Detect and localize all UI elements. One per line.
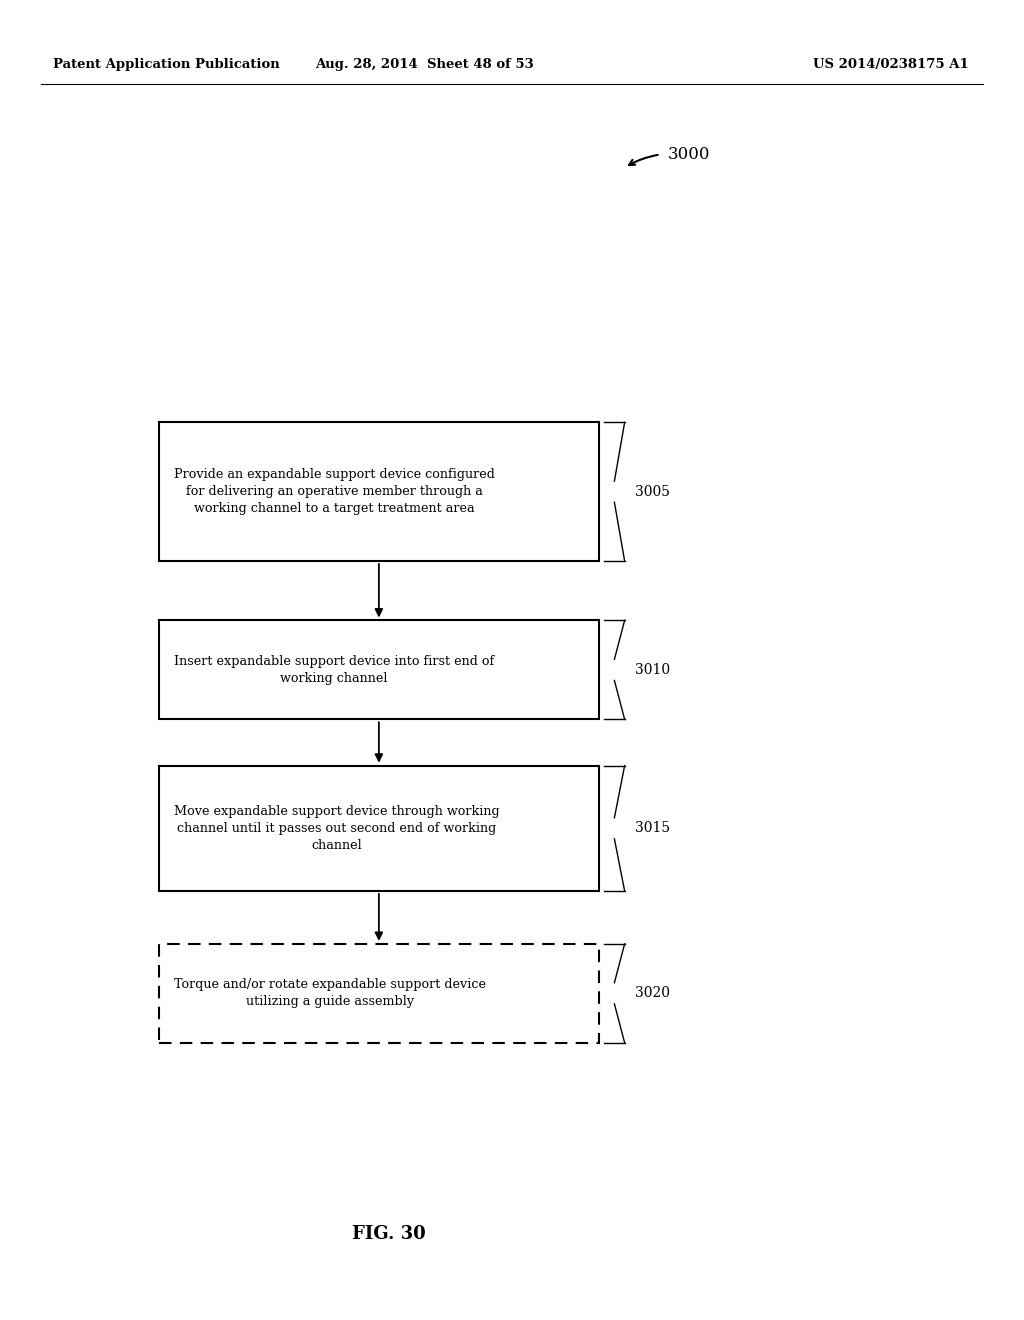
Bar (159, 944, 599, 1043)
Text: Provide an expandable support device configured
for delivering an operative memb: Provide an expandable support device con… (174, 469, 495, 515)
Text: Aug. 28, 2014  Sheet 48 of 53: Aug. 28, 2014 Sheet 48 of 53 (315, 58, 535, 71)
Text: 3000: 3000 (668, 147, 711, 162)
Bar (159, 422, 599, 561)
Text: 3020: 3020 (635, 986, 670, 1001)
Text: US 2014/0238175 A1: US 2014/0238175 A1 (813, 58, 969, 71)
Text: Patent Application Publication: Patent Application Publication (53, 58, 280, 71)
Text: 3015: 3015 (635, 821, 670, 836)
Text: Move expandable support device through working
channel until it passes out secon: Move expandable support device through w… (174, 805, 500, 851)
Bar (159, 620, 599, 719)
Text: FIG. 30: FIG. 30 (352, 1225, 426, 1243)
Bar (159, 766, 599, 891)
Text: 3005: 3005 (635, 484, 670, 499)
Text: 3010: 3010 (635, 663, 670, 677)
Text: Torque and/or rotate expandable support device
utilizing a guide assembly: Torque and/or rotate expandable support … (174, 978, 486, 1008)
Text: Insert expandable support device into first end of
working channel: Insert expandable support device into fi… (174, 655, 495, 685)
